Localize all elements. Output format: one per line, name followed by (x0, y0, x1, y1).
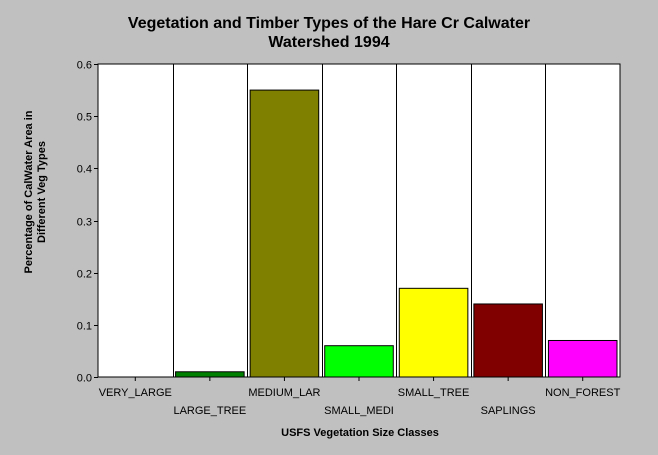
x-category-label: LARGE_TREE (173, 405, 246, 417)
y-tick-label: 0.4 (77, 164, 92, 176)
y-tick-label: 0.0 (77, 373, 92, 385)
y-tick-label: 0.5 (77, 112, 92, 124)
chart-title: Vegetation and Timber Types of the Hare … (0, 14, 658, 52)
bar (324, 345, 394, 378)
bar (547, 339, 618, 378)
chart-title-line-1: Vegetation and Timber Types of the Hare … (127, 15, 531, 32)
y-tick-label: 0.1 (77, 321, 92, 333)
x-category-label: SMALL_MEDI (324, 405, 394, 417)
y-tick-label: 0.2 (77, 269, 92, 281)
x-category-label: NON_FOREST (545, 387, 620, 399)
bar (473, 303, 543, 378)
x-category-label: SMALL_TREE (398, 387, 470, 399)
y-tick-label: 0.3 (77, 217, 92, 229)
y-tick-label: 0.6 (77, 60, 92, 72)
bar (249, 89, 320, 378)
bar (398, 287, 469, 378)
bar (175, 371, 245, 378)
x-axis-label: USFS Vegetation Size Classes (281, 427, 439, 439)
x-category-label: SAPLINGS (481, 405, 536, 417)
x-category-label: VERY_LARGE (99, 387, 172, 399)
chart-title-line-2: Watershed 1994 (268, 34, 390, 51)
x-category-label: MEDIUM_LAR (248, 387, 320, 399)
